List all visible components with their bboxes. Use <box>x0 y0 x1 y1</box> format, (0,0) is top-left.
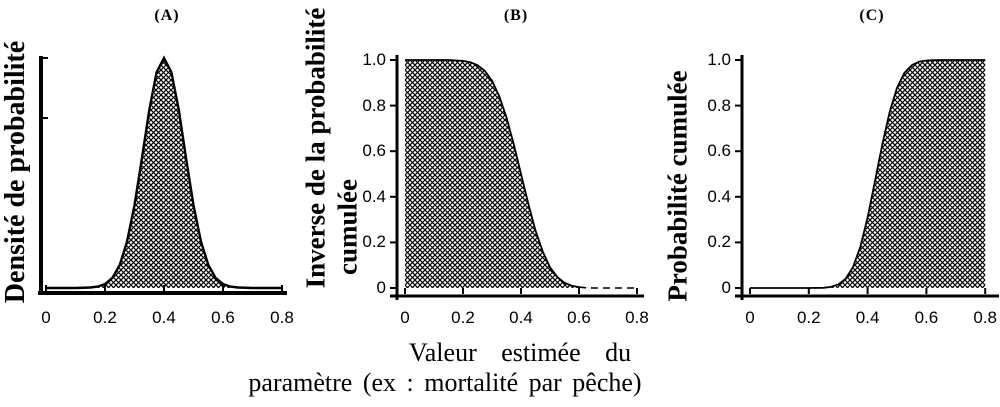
panel-a-title: (A) <box>154 7 180 24</box>
y-tick-label: 0.2 <box>362 232 386 252</box>
panel-a-x-tick-labels: 0 0.2 0.4 0.6 0.8 <box>36 306 294 330</box>
panel-c-y-tick-labels: 0 0.2 0.4 0.6 0.8 1.0 <box>697 50 731 302</box>
y-tick-label: 0.2 <box>707 232 731 252</box>
panel-b-x-tick-labels: 0 0.2 0.4 0.6 0.8 <box>390 306 649 330</box>
panel-a-y-axis-label: Densité de probabilité <box>0 40 31 304</box>
y-tick-label: 1.0 <box>362 50 386 69</box>
x-tick-label: 0.2 <box>93 308 117 327</box>
x-tick-label: 0.8 <box>270 308 294 327</box>
x-tick-label: 0.6 <box>211 308 235 327</box>
y-tick-label: 0.6 <box>362 141 386 161</box>
y-tick-label: 1.0 <box>707 50 731 69</box>
y-tick-label: 0 <box>376 278 386 297</box>
x-tick-label: 0.4 <box>509 308 533 327</box>
y-tick-label: 0 <box>721 278 731 297</box>
panel-b-y-tick-labels: 0 0.2 0.4 0.6 0.8 1.0 <box>352 50 386 302</box>
panel-b-title: (B) <box>503 7 529 24</box>
x-tick-label: 0.8 <box>625 308 649 327</box>
x-tick-label: 0.2 <box>451 308 475 327</box>
x-tick-label: 0.6 <box>914 308 939 327</box>
y-tick-label: 0.8 <box>707 95 731 115</box>
panel-c-title: (C) <box>859 7 885 24</box>
panel-c-area-fill <box>750 60 986 288</box>
x-axis-label-line1: Valeur estimée du <box>408 338 632 367</box>
x-tick-label: 0.6 <box>567 308 591 327</box>
panel-b-curve-dashed-tail <box>578 286 637 289</box>
x-tick-label: 0.8 <box>973 308 998 327</box>
panel-b-inverse-cumulative-plot <box>390 55 644 300</box>
y-tick-label: 0.8 <box>362 95 386 115</box>
panel-b-curve <box>405 59 580 288</box>
x-tick-label: 0 <box>400 308 410 327</box>
x-tick-label: 0.2 <box>796 308 821 327</box>
y-tick-label: 0.6 <box>707 141 731 161</box>
panel-a-area-fill <box>46 58 282 288</box>
panel-c-cumulative-plot <box>735 55 999 300</box>
y-tick-label: 0.4 <box>707 186 731 206</box>
x-tick-label: 0 <box>745 308 755 327</box>
x-tick-label: 0.4 <box>855 308 880 327</box>
y-tick-label: 0.4 <box>362 186 386 206</box>
panel-c-y-axis-label: Probabilité cumulée <box>662 70 693 302</box>
panel-c-x-tick-labels: 0 0.2 0.4 0.6 0.8 <box>735 306 1000 330</box>
panel-a-curve <box>46 55 282 290</box>
x-tick-label: 0 <box>41 308 51 327</box>
panel-a-density-plot <box>38 55 287 295</box>
x-tick-label: 0.4 <box>152 308 176 327</box>
panel-b-y-axis-label-line1: Inverse de la probabilité <box>300 7 331 289</box>
x-axis-label-line2: paramètre (ex : mortalité par pêche) <box>248 368 642 397</box>
